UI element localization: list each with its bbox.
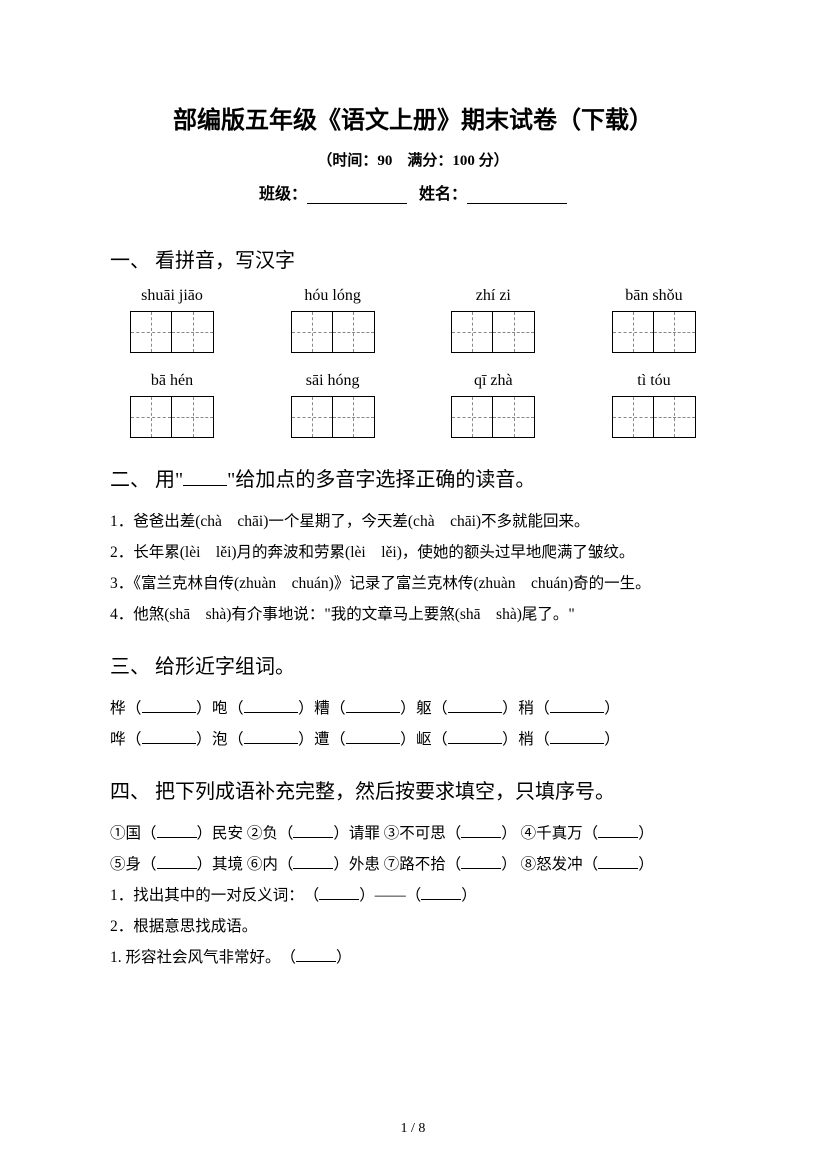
blank (319, 899, 359, 900)
q2-1: 1．爸爸出差(chà chāi)一个星期了，今天差(chà chāi)不多就能回… (110, 506, 716, 537)
section2-title-pre: 二、 用" (110, 469, 183, 491)
q3-char: 泡 (212, 731, 228, 748)
q3-char: 哗 (110, 731, 126, 748)
q3-char: 岖 (416, 731, 432, 748)
page-title: 部编版五年级《语文上册》期末试卷（下载） (110, 100, 716, 135)
section3-title: 三、 给形近字组词。 (110, 650, 716, 679)
t: ） ④千真万（ (501, 825, 598, 842)
section4-line2: ⑤身（ ）其境 ⑥内（ ）外患 ⑦路不拾（ ） ⑧怒发冲（ ） (110, 849, 716, 880)
pinyin-cell: qī zhà (433, 372, 553, 443)
char-box (451, 396, 535, 438)
char-box (130, 311, 214, 353)
section2-body: 1．爸爸出差(chà chāi)一个星期了，今天差(chà chāi)不多就能回… (110, 506, 716, 630)
page-number: 1 / 8 (0, 1121, 826, 1137)
section3-row1: 桦（）咆（）糟（）躯（）稍（） (110, 693, 716, 724)
section4-line1: ①国（ ）民安 ②负（ ）请罪 ③不可思（ ） ④千真万（ ） (110, 818, 716, 849)
blank (550, 712, 604, 713)
q3-char: 稍 (518, 700, 534, 717)
blank (142, 743, 196, 744)
char-box (130, 396, 214, 438)
char-box (612, 311, 696, 353)
blank (550, 743, 604, 744)
blank (461, 837, 501, 838)
class-label: 班级： (259, 186, 307, 203)
q3-char: 躯 (416, 700, 432, 717)
pinyin-text: tì tóu (594, 372, 714, 390)
t: ） ⑧怒发冲（ (501, 856, 598, 873)
blank (598, 868, 638, 869)
section4-q2-1: 1. 形容社会风气非常好。 （ ） (110, 942, 716, 973)
pinyin-cell: sāi hóng (273, 372, 393, 443)
t: ①国（ (110, 825, 157, 842)
t: ）请罪 ③不可思（ (333, 825, 461, 842)
section3-row2: 哗（）泡（）遭（）岖（）梢（） (110, 724, 716, 755)
pinyin-cell: shuāi jiāo (112, 287, 232, 358)
section4-q1: 1．找出其中的一对反义词： （ ）——（ ） (110, 880, 716, 911)
blank (461, 868, 501, 869)
blank (293, 868, 333, 869)
section4-title: 四、 把下列成语补充完整，然后按要求填空，只填序号。 (110, 775, 716, 804)
blank (293, 837, 333, 838)
t: ）民安 ②负（ (197, 825, 294, 842)
t: ） (638, 856, 654, 873)
pinyin-text: qī zhà (433, 372, 553, 390)
blank (157, 868, 197, 869)
pinyin-text: zhí zi (433, 287, 553, 305)
section2-title-post: "给加点的多音字选择正确的读音。 (227, 469, 535, 491)
pinyin-row-1: shuāi jiāo hóu lóng zhí zi bān shǒu (110, 287, 716, 358)
char-box (291, 311, 375, 353)
t: ⑤身（ (110, 856, 157, 873)
pinyin-cell: bān shǒu (594, 287, 714, 358)
q3-char: 遭 (314, 731, 330, 748)
t: ） (461, 887, 477, 904)
t: ）——（ (359, 887, 421, 904)
section4-q2: 2．根据意思找成语。 (110, 911, 716, 942)
name-label: 姓名： (419, 186, 467, 203)
class-blank (307, 186, 407, 204)
t: ） (336, 949, 352, 966)
blank (157, 837, 197, 838)
pinyin-text: sāi hóng (273, 372, 393, 390)
pinyin-cell: bā hén (112, 372, 232, 443)
section1-title: 一、 看拼音，写汉字 (110, 244, 716, 273)
name-blank (467, 186, 567, 204)
q3-char: 梢 (518, 731, 534, 748)
blank (142, 712, 196, 713)
q2-4: 4．他煞(shā shà)有介事地说："我的文章马上要煞(shā shà)尾了。… (110, 599, 716, 630)
blank (346, 743, 400, 744)
pinyin-cell: hóu lóng (273, 287, 393, 358)
title-underline (183, 485, 227, 486)
q2-3: 3．《富兰克林自传(zhuàn chuán)》记录了富兰克林传(zhuàn ch… (110, 568, 716, 599)
pinyin-text: shuāi jiāo (112, 287, 232, 305)
blank (346, 712, 400, 713)
t: ）其境 ⑥内（ (197, 856, 294, 873)
blank (421, 899, 461, 900)
q3-char: 咆 (212, 700, 228, 717)
pinyin-text: hóu lóng (273, 287, 393, 305)
t: ） (638, 825, 654, 842)
blank (448, 712, 502, 713)
blank (244, 743, 298, 744)
subtitle: （时间：90 满分：100 分） (110, 149, 716, 170)
t: 1．找出其中的一对反义词： （ (110, 887, 319, 904)
pinyin-text: bān shǒu (594, 287, 714, 305)
q2-2: 2．长年累(lèi lěi)月的奔波和劳累(lèi lěi)，使她的额头过早地爬… (110, 537, 716, 568)
char-box (612, 396, 696, 438)
char-box (291, 396, 375, 438)
info-line: 班级： 姓名： (110, 180, 716, 204)
blank (448, 743, 502, 744)
t: 1. 形容社会风气非常好。 （ (110, 949, 296, 966)
q3-char: 糟 (314, 700, 330, 717)
blank (598, 837, 638, 838)
pinyin-cell: tì tóu (594, 372, 714, 443)
pinyin-text: bā hén (112, 372, 232, 390)
section2-title: 二、 用" "给加点的多音字选择正确的读音。 (110, 463, 716, 492)
pinyin-cell: zhí zi (433, 287, 553, 358)
blank (296, 961, 336, 962)
t: ）外患 ⑦路不拾（ (333, 856, 461, 873)
pinyin-row-2: bā hén sāi hóng qī zhà tì tóu (110, 372, 716, 443)
char-box (451, 311, 535, 353)
blank (244, 712, 298, 713)
q3-char: 桦 (110, 700, 126, 717)
